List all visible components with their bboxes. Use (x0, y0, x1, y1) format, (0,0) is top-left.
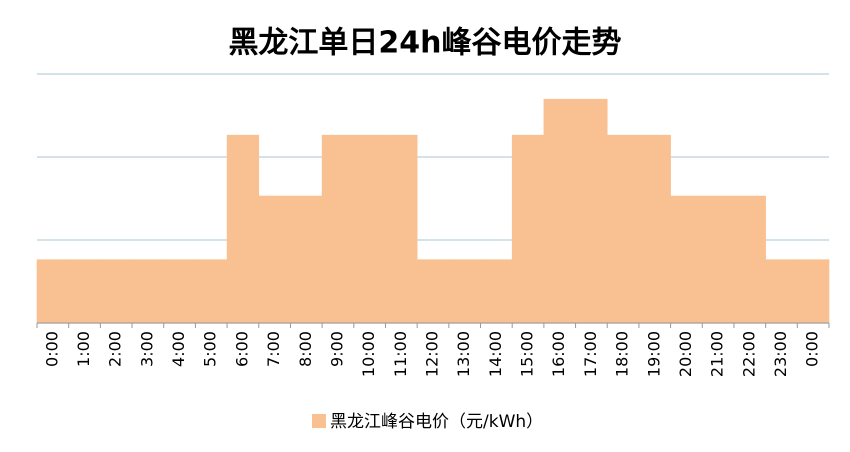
bar (163, 259, 196, 323)
bar (670, 195, 703, 323)
x-tick-label: 18:00 (613, 331, 632, 377)
x-tick-label: 8:00 (296, 331, 315, 367)
x-tick-label: 19:00 (644, 331, 663, 377)
bar (765, 259, 798, 323)
x-tick-label: 20:00 (676, 331, 695, 377)
bar (606, 134, 640, 323)
bar (797, 259, 830, 323)
bar (68, 259, 101, 323)
bar (258, 195, 291, 323)
x-tick-label: 2:00 (106, 331, 125, 367)
x-tick-label: 12:00 (423, 331, 442, 377)
x-tick-label: 13:00 (454, 331, 473, 377)
bar (131, 259, 165, 323)
x-tick-label: 1:00 (74, 331, 93, 367)
bar (511, 134, 545, 323)
x-tick-label: 11:00 (391, 331, 410, 377)
bar (638, 134, 671, 323)
x-tick-label: 3:00 (137, 331, 156, 367)
x-tick-label: 22:00 (739, 331, 758, 377)
bar (321, 134, 355, 323)
x-tick-label: 10:00 (359, 331, 378, 377)
bar (416, 259, 450, 323)
x-tick-label: 5:00 (201, 331, 220, 367)
bar (575, 98, 608, 324)
x-tick-label: 7:00 (264, 331, 283, 367)
legend-label: 黑龙江峰谷电价（元/kWh） (330, 412, 543, 432)
bar (480, 259, 513, 323)
x-tick-label: 14:00 (486, 331, 505, 377)
bar (353, 134, 386, 323)
bar (195, 259, 228, 323)
bar (448, 259, 481, 323)
bar (290, 195, 323, 323)
x-tick-label: 15:00 (518, 331, 537, 377)
x-tick-label: 21:00 (708, 331, 727, 377)
x-tick-label: 6:00 (232, 331, 251, 367)
x-tick-label: 17:00 (581, 331, 600, 377)
x-tick-label: 9:00 (327, 331, 346, 367)
bar (36, 259, 69, 323)
bar (733, 195, 766, 323)
x-tick-label: 4:00 (169, 331, 188, 367)
x-tick-label: 23:00 (771, 331, 790, 377)
bar (226, 134, 260, 323)
legend-swatch (312, 414, 326, 428)
bar (543, 98, 576, 324)
x-tick-label: 16:00 (549, 331, 568, 377)
bar (385, 134, 418, 323)
bar (701, 195, 735, 323)
bar (100, 259, 133, 323)
x-tick-label: 0:00 (42, 331, 61, 367)
chart-title: 黑龙江单日24h峰谷电价走势 (228, 26, 621, 61)
x-tick-label: 0:00 (803, 331, 822, 367)
